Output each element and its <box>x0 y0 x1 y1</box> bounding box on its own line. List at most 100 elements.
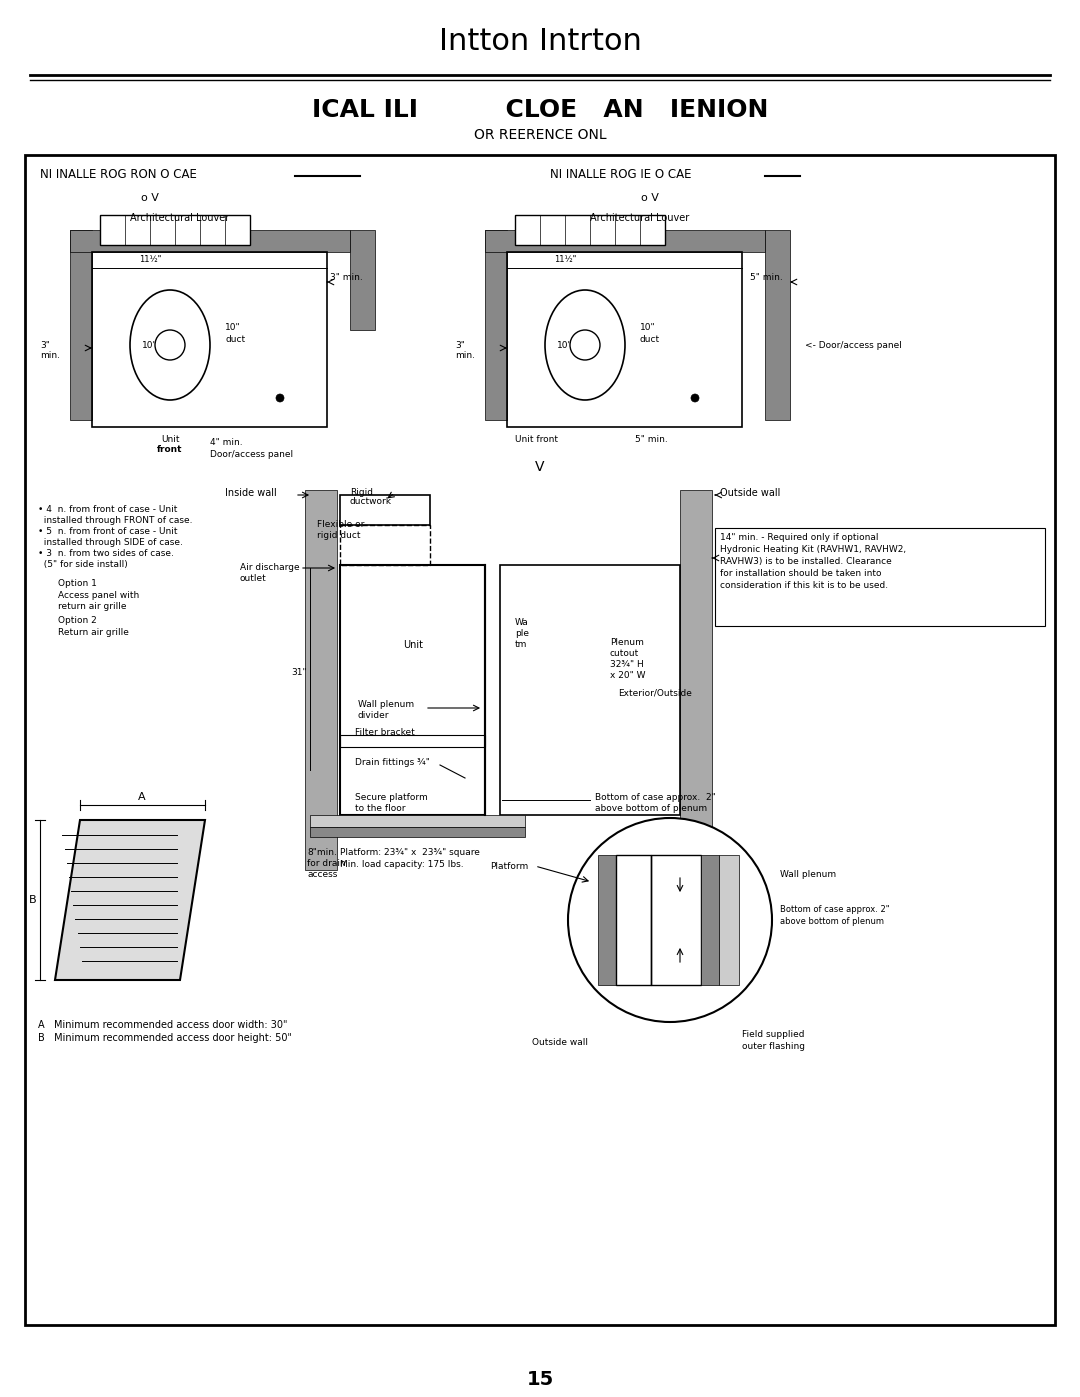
Bar <box>719 855 739 985</box>
Text: to the floor: to the floor <box>355 805 405 813</box>
Text: Flexible or: Flexible or <box>318 520 364 529</box>
Bar <box>340 564 485 814</box>
Text: 15: 15 <box>526 1370 554 1389</box>
Text: B   Minimum recommended access door height: 50": B Minimum recommended access door height… <box>38 1032 292 1044</box>
Bar <box>70 231 350 251</box>
Text: Outside wall: Outside wall <box>720 488 781 497</box>
Text: Bottom of case approx. 2": Bottom of case approx. 2" <box>780 905 890 914</box>
Bar <box>340 495 430 525</box>
Text: front: front <box>158 446 183 454</box>
Bar <box>651 855 701 985</box>
Text: Access panel with: Access panel with <box>58 591 139 599</box>
Bar <box>25 155 1055 1324</box>
Text: Unit: Unit <box>161 434 179 444</box>
Bar <box>340 525 430 564</box>
Bar <box>350 231 375 330</box>
Bar <box>680 490 712 870</box>
Bar <box>100 215 249 244</box>
Text: 10": 10" <box>640 324 656 332</box>
Text: • 3  n. from two sides of case.: • 3 n. from two sides of case. <box>38 549 174 557</box>
Text: 3" min.: 3" min. <box>330 274 363 282</box>
Text: outlet: outlet <box>240 574 267 583</box>
Text: Rigid: Rigid <box>350 488 373 497</box>
Text: Wa: Wa <box>515 617 529 627</box>
Text: above bottom of plenum: above bottom of plenum <box>780 916 885 926</box>
Text: 3": 3" <box>455 341 464 349</box>
Text: o V: o V <box>141 193 159 203</box>
Text: Unit: Unit <box>403 640 423 650</box>
Text: Architectural Louver: Architectural Louver <box>590 212 689 224</box>
Text: duct: duct <box>225 335 245 345</box>
Text: above bottom of plenum: above bottom of plenum <box>595 805 707 813</box>
Text: 10": 10" <box>225 324 241 332</box>
Text: NI INALLE ROG RON O CAE: NI INALLE ROG RON O CAE <box>40 168 197 182</box>
Text: ICAL ILI          CLOE   AN   IENION: ICAL ILI CLOE AN IENION <box>312 98 768 122</box>
Bar <box>92 251 327 427</box>
Text: o V: o V <box>642 193 659 203</box>
Text: 11½": 11½" <box>554 256 577 264</box>
Bar <box>340 735 485 747</box>
Circle shape <box>691 394 699 402</box>
Text: 10": 10" <box>143 341 158 349</box>
Bar <box>701 855 719 985</box>
Text: return air grille: return air grille <box>58 602 126 610</box>
Text: min.: min. <box>455 351 475 359</box>
Text: Unit front: Unit front <box>515 434 558 444</box>
Circle shape <box>568 819 772 1023</box>
Text: A   Minimum recommended access door width: 30": A Minimum recommended access door width:… <box>38 1020 287 1030</box>
Bar <box>305 490 337 870</box>
Text: Wall plenum: Wall plenum <box>357 700 414 710</box>
Text: Secure platform: Secure platform <box>355 793 428 802</box>
Bar <box>310 814 525 827</box>
Text: Door/access panel: Door/access panel <box>210 450 293 460</box>
Polygon shape <box>55 820 205 981</box>
Text: Air discharge: Air discharge <box>240 563 299 571</box>
Text: installed through FRONT of case.: installed through FRONT of case. <box>38 515 192 525</box>
Text: rigid duct: rigid duct <box>318 531 361 541</box>
Text: Hydronic Heating Kit (RAVHW1, RAVHW2,: Hydronic Heating Kit (RAVHW1, RAVHW2, <box>720 545 906 555</box>
Text: Drain fittings ¾": Drain fittings ¾" <box>355 759 430 767</box>
Text: A: A <box>138 792 146 802</box>
Text: <- Door/access panel: <- Door/access panel <box>805 341 902 349</box>
Text: access: access <box>307 870 337 879</box>
Text: 32¾" H: 32¾" H <box>610 659 644 669</box>
Text: Option 2: Option 2 <box>58 616 97 624</box>
Text: Min. load capacity: 175 lbs.: Min. load capacity: 175 lbs. <box>340 861 463 869</box>
Text: V: V <box>536 460 544 474</box>
Bar <box>598 855 616 985</box>
Text: duct: duct <box>640 335 660 345</box>
Text: installed through SIDE of case.: installed through SIDE of case. <box>38 538 183 548</box>
Text: 14" min. - Required only if optional: 14" min. - Required only if optional <box>720 534 878 542</box>
Text: ductwork: ductwork <box>350 497 392 506</box>
Bar <box>715 528 1045 626</box>
Bar <box>485 231 765 251</box>
Bar <box>485 231 507 420</box>
Text: • 5  n. from front of case - Unit: • 5 n. from front of case - Unit <box>38 527 177 536</box>
Text: Option 1: Option 1 <box>58 578 97 588</box>
Text: OR REERENCE ONL: OR REERENCE ONL <box>474 129 606 142</box>
Text: Bottom of case approx.  2": Bottom of case approx. 2" <box>595 793 716 802</box>
Text: 4" min.: 4" min. <box>210 439 243 447</box>
Text: B: B <box>29 895 37 905</box>
Text: Field supplied: Field supplied <box>742 1030 805 1039</box>
Text: Platform: Platform <box>490 862 528 870</box>
Text: Outside wall: Outside wall <box>532 1038 588 1046</box>
Bar <box>616 855 651 985</box>
Text: x 20" W: x 20" W <box>610 671 646 680</box>
Text: Intton Intrton: Intton Intrton <box>438 28 642 56</box>
Text: Return air grille: Return air grille <box>58 629 129 637</box>
Text: (5" for side install): (5" for side install) <box>38 560 127 569</box>
Bar <box>507 251 742 427</box>
Text: 5" min.: 5" min. <box>635 434 667 444</box>
Bar <box>70 231 92 420</box>
Text: cutout: cutout <box>610 650 639 658</box>
Bar <box>500 564 680 814</box>
Text: divider: divider <box>357 711 390 719</box>
Text: for installation should be taken into: for installation should be taken into <box>720 569 881 578</box>
Text: NI INALLE ROG IE O CAE: NI INALLE ROG IE O CAE <box>550 168 691 182</box>
Text: consideration if this kit is to be used.: consideration if this kit is to be used. <box>720 581 888 590</box>
Text: 3": 3" <box>40 341 50 349</box>
Text: RAVHW3) is to be installed. Clearance: RAVHW3) is to be installed. Clearance <box>720 557 892 566</box>
Bar <box>515 215 665 244</box>
Text: 8"min.: 8"min. <box>307 848 337 856</box>
